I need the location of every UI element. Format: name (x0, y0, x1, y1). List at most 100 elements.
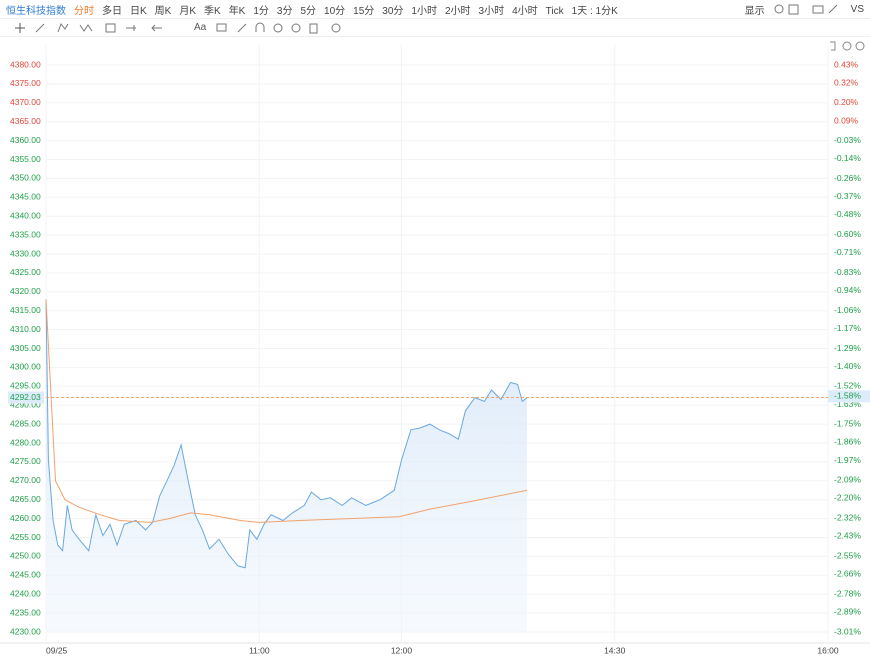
y2-tick-label: -2.89% (834, 606, 861, 616)
y2-tick-label: -1.06% (834, 305, 861, 315)
y2-tick-label: -0.48% (834, 209, 861, 219)
last-price-box (8, 391, 44, 404)
x-tick-label: 12:00 (391, 645, 413, 655)
y-tick-label: 4265.00 (10, 494, 41, 504)
y2-tick-label: -1.97% (834, 455, 861, 465)
period-tab[interactable]: 日K (130, 5, 147, 17)
y-tick-label: 4380.00 (10, 59, 41, 69)
y-tick-label: 4300.00 (10, 362, 41, 372)
period-tab[interactable]: 1天 : 1分K (571, 5, 618, 17)
toolbar-right: 显示 VS (745, 0, 864, 18)
drawing-icons-2[interactable] (216, 22, 346, 34)
period-tab[interactable]: 3分 (276, 5, 293, 17)
y-tick-label: 4325.00 (10, 267, 41, 277)
y-tick-label: 4285.00 (10, 418, 41, 428)
y2-tick-label: 0.43% (834, 59, 859, 69)
period-tab[interactable]: 月K (179, 5, 197, 17)
period-list: 分时 多日 日K 周K 月K 季K 年K 1分 3分 5分 10分 15分 30分 1小时 2小时 3小时 4小… (74, 2, 626, 17)
toolbar-icons[interactable] (773, 3, 843, 15)
y-tick-label: 4295.00 (10, 381, 41, 391)
period-tab[interactable]: 15分 (353, 5, 375, 17)
period-tab[interactable]: 分时 (74, 5, 94, 17)
y-tick-label: 4310.00 (10, 324, 41, 334)
y-tick-label: 4360.00 (10, 135, 41, 145)
y2-tick-label: -0.83% (834, 267, 861, 277)
text-tool[interactable]: Aa (194, 22, 207, 33)
y-tick-label: 4230.00 (10, 626, 41, 636)
y-tick-label: 4270.00 (10, 475, 41, 485)
y2-tick-label: -2.43% (834, 531, 861, 541)
y-tick-label: 4375.00 (10, 78, 41, 88)
y-tick-label: 4275.00 (10, 456, 41, 466)
period-tab[interactable]: 30分 (382, 5, 404, 17)
period-tab[interactable]: Tick (545, 5, 564, 17)
y-tick-label: 4350.00 (10, 173, 41, 183)
y-tick-label: 4235.00 (10, 607, 41, 617)
x-tick-label: 11:00 (249, 645, 270, 655)
y2-tick-label: -0.60% (834, 229, 861, 239)
period-tab[interactable]: 4小时 (512, 5, 538, 17)
period-tab[interactable]: 周K (154, 5, 172, 17)
y2-tick-label: -1.52% (834, 381, 861, 391)
price-area (46, 299, 528, 632)
period-tab[interactable]: 多日 (102, 5, 122, 17)
y-tick-label: 4280.00 (10, 437, 41, 447)
price-line (45, 299, 528, 569)
y2-tick-label: -1.40% (834, 361, 861, 371)
y2-tick-label: -1.29% (834, 343, 861, 353)
y-tick-label: 4320.00 (10, 286, 41, 296)
chart-controls[interactable] (830, 41, 865, 51)
drawing-icons[interactable] (14, 22, 184, 34)
vs-button[interactable]: VS (850, 3, 864, 15)
y2-tick-label: -0.26% (834, 173, 861, 183)
period-tab[interactable]: 5分 (300, 5, 317, 17)
x-tick-label: 16:00 (817, 645, 839, 655)
y2-tick-label: -0.37% (834, 191, 861, 201)
x-tick-label: 14:30 (604, 645, 626, 655)
y2-tick-label: -2.09% (834, 475, 861, 485)
y2-tick-label: -2.20% (834, 493, 861, 503)
display-button[interactable]: 显示 (744, 5, 765, 17)
y-tick-label: 4255.00 (10, 532, 41, 542)
y2-tick-label: 0.32% (834, 77, 859, 87)
y-tick-label: 4365.00 (10, 116, 41, 126)
period-tab[interactable]: 10分 (324, 5, 346, 17)
y2-tick-label: -1.63% (834, 399, 861, 409)
period-tab[interactable]: 1小时 (411, 5, 437, 17)
y2-tick-label: -2.32% (834, 513, 861, 523)
y-tick-label: 4335.00 (10, 229, 41, 239)
y-tick-label: 4240.00 (10, 588, 41, 598)
y-tick-label: 4290.00 (10, 399, 41, 409)
y-tick-label: 4330.00 (10, 248, 41, 258)
y-tick-label: 4370.00 (10, 97, 41, 107)
toolbar: 恒生科技指数 分时 多日 日K 周K 月K 季K 年K 1分 3分 5分 10分 15分 30分 1小时 2… (0, 0, 870, 18)
y-tick-label: 4260.00 (10, 513, 41, 523)
period-tab[interactable]: 季K (204, 5, 221, 17)
period-tab[interactable]: 1分 (253, 5, 269, 17)
y2-tick-label: -1.17% (834, 323, 861, 333)
drawing-toolbar: Aa (0, 18, 870, 37)
x-tick-label: 09/25 (46, 645, 68, 655)
last-change-label: -1.58% (834, 391, 861, 401)
period-tab[interactable]: 年K (228, 5, 246, 17)
y2-tick-label: 0.20% (834, 97, 859, 107)
symbol-title[interactable]: 恒生科技指数 (6, 5, 66, 17)
y2-tick-label: -3.01% (834, 626, 861, 636)
last-price-label: 4292.03 (10, 392, 41, 402)
y-tick-label: 4340.00 (10, 210, 41, 220)
y2-tick-label: -2.66% (834, 569, 861, 579)
period-tab[interactable]: 2小时 (444, 5, 471, 17)
y2-tick-label: -0.71% (834, 247, 861, 257)
y2-tick-label: -2.55% (834, 550, 861, 560)
y2-tick-label: -0.03% (834, 135, 861, 145)
last-change-box (828, 390, 870, 403)
y-tick-label: 4245.00 (10, 570, 41, 580)
y2-tick-label: -0.94% (834, 285, 861, 295)
y-tick-label: 4250.00 (10, 551, 41, 561)
y2-tick-label: -2.78% (834, 588, 861, 598)
y-tick-label: 4355.00 (10, 154, 41, 164)
period-tab[interactable]: 3小时 (478, 5, 505, 17)
y2-tick-label: -1.86% (834, 437, 861, 447)
